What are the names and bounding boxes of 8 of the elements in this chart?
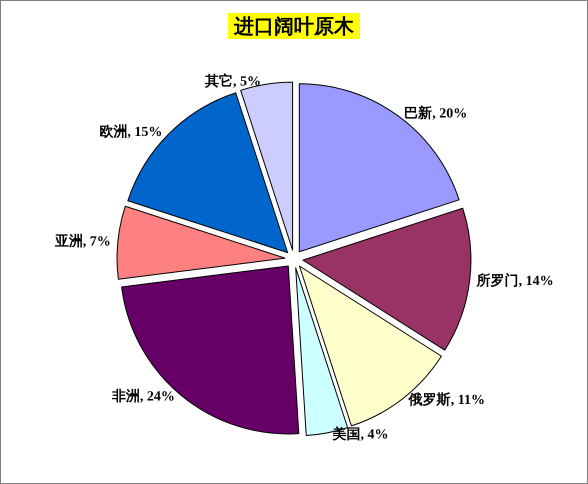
slice-label: 非洲, 24% <box>110 388 175 404</box>
slice-label: 欧洲, 15% <box>99 124 162 140</box>
slice-label: 亚洲, 7% <box>54 234 111 250</box>
chart-title: 进口阔叶原木 <box>233 14 355 38</box>
slice-label: 俄罗斯, 11% <box>408 392 485 408</box>
slice-label: 所罗门, 14% <box>476 272 554 289</box>
slice-label: 其它, 5% <box>204 72 261 90</box>
slice-label: 巴新, 20% <box>404 104 468 122</box>
